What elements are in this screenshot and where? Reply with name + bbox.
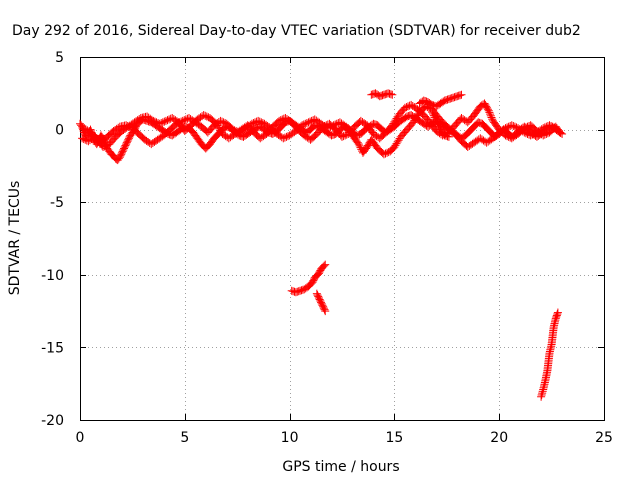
y-tick-label: -20 xyxy=(41,413,64,429)
data-point xyxy=(433,120,442,129)
y-tick-label: 5 xyxy=(55,50,64,66)
data-point xyxy=(391,141,400,150)
data-point xyxy=(320,305,329,314)
axis-ticks xyxy=(80,57,605,421)
x-tick-label: 10 xyxy=(281,430,299,446)
data-point xyxy=(392,139,401,148)
data-point xyxy=(394,136,403,145)
data-point xyxy=(428,108,437,117)
plot-frame xyxy=(80,57,605,421)
data-point xyxy=(435,123,444,132)
y-tick-label: 0 xyxy=(55,123,64,139)
data-point xyxy=(486,111,495,120)
data-point xyxy=(321,260,330,269)
data-point xyxy=(411,114,420,123)
data-point xyxy=(485,108,494,117)
data-point xyxy=(321,307,330,316)
data-point xyxy=(430,113,439,122)
x-axis-label: GPS time / hours xyxy=(282,459,399,475)
y-tick-label: -15 xyxy=(41,340,64,356)
data-point xyxy=(484,106,493,115)
data-point xyxy=(553,310,562,319)
data-point xyxy=(433,118,442,127)
data-point xyxy=(537,392,546,401)
data-point xyxy=(409,118,418,127)
data-point xyxy=(392,114,401,123)
data-point xyxy=(487,113,496,122)
data-point xyxy=(320,261,329,270)
chart-title: Day 292 of 2016, Sidereal Day-to-day VTE… xyxy=(12,23,581,39)
data-point xyxy=(388,121,397,130)
data-point xyxy=(389,119,398,128)
y-tick-label: -5 xyxy=(50,195,64,211)
data-point xyxy=(432,116,441,125)
data-point xyxy=(353,138,362,147)
y-axis-label: SDTVAR / TECUs xyxy=(7,181,23,296)
data-point xyxy=(444,132,453,141)
data-point xyxy=(457,90,466,99)
data-point xyxy=(537,390,546,399)
data-point xyxy=(428,109,437,118)
data-point xyxy=(553,308,562,317)
data-point xyxy=(412,113,421,122)
data-point xyxy=(538,387,547,396)
data-point xyxy=(555,128,564,137)
y-tick-label: -10 xyxy=(41,268,64,284)
data-point xyxy=(355,141,364,150)
data-point xyxy=(388,90,397,99)
x-tick-label: 15 xyxy=(385,430,403,446)
data-point xyxy=(486,110,495,119)
grid-lines xyxy=(80,57,604,420)
data-point xyxy=(410,116,419,125)
data-point xyxy=(434,122,443,131)
data-point xyxy=(212,119,221,128)
data-point xyxy=(429,111,438,120)
data-point xyxy=(213,121,222,130)
data-point xyxy=(393,137,402,146)
x-tick-label: 5 xyxy=(180,430,189,446)
data-point xyxy=(538,389,547,398)
data-points xyxy=(76,89,567,401)
data-point xyxy=(554,127,563,136)
x-tick-label: 20 xyxy=(490,430,508,446)
data-point xyxy=(390,143,399,152)
data-point xyxy=(215,124,224,133)
data-point xyxy=(391,116,400,125)
data-point xyxy=(354,140,363,149)
data-point xyxy=(431,115,440,124)
x-tick-label: 0 xyxy=(76,430,85,446)
data-point xyxy=(356,143,365,152)
data-point xyxy=(216,126,225,135)
data-point xyxy=(390,117,399,126)
tick-labels: 0 5 10 15 20 25 5 0 -5 -10 -15 -20 xyxy=(41,50,613,446)
x-tick-label: 25 xyxy=(595,430,613,446)
data-point xyxy=(214,123,223,132)
